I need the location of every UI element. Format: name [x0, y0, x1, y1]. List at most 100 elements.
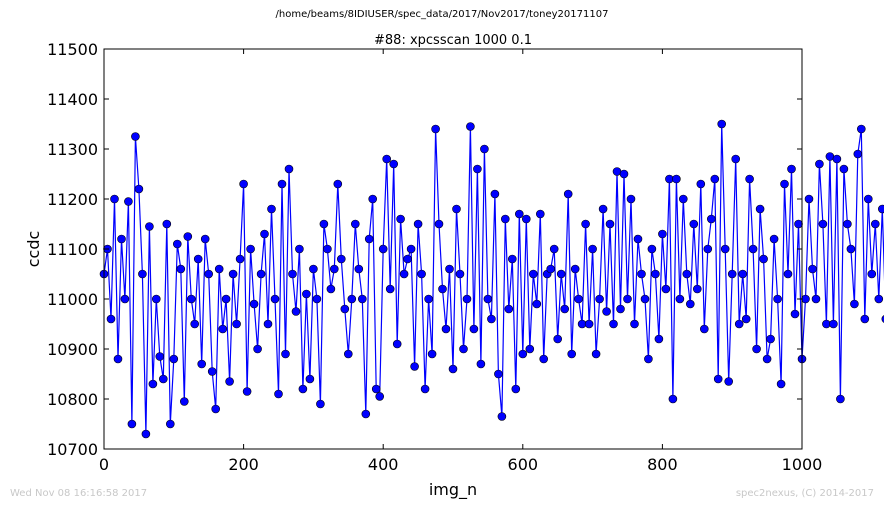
- data-point: [504, 304, 514, 314]
- data-point: [651, 269, 660, 279]
- data-point: [357, 294, 367, 304]
- data-point: [364, 234, 374, 244]
- y-tick-label: 11400: [47, 90, 98, 109]
- data-point: [455, 269, 465, 279]
- data-point: [312, 294, 322, 304]
- data-point: [762, 354, 772, 364]
- data-point: [818, 219, 828, 229]
- data-point: [846, 244, 856, 254]
- data-point: [267, 204, 276, 214]
- y-tick-label: 10900: [47, 340, 98, 359]
- data-point: [277, 179, 287, 189]
- data-point: [187, 294, 196, 304]
- data-point: [745, 174, 754, 184]
- data-point: [305, 374, 315, 384]
- data-point: [623, 294, 632, 304]
- data-point: [678, 194, 688, 204]
- data-point: [717, 119, 727, 129]
- data-point: [155, 352, 165, 361]
- data-point: [333, 179, 343, 189]
- data-point: [459, 344, 468, 354]
- data-point: [427, 349, 437, 359]
- data-point: [256, 269, 266, 279]
- data-point: [406, 244, 416, 254]
- data-point: [284, 164, 294, 174]
- data-point: [389, 159, 399, 169]
- data-point: [371, 384, 381, 394]
- data-point: [507, 254, 517, 264]
- data-point: [448, 364, 458, 374]
- data-point: [644, 354, 653, 364]
- data-point: [850, 299, 859, 309]
- footer-timestamp: Wed Nov 08 16:16:58 2017: [10, 488, 148, 499]
- data-point: [532, 299, 542, 309]
- data-point: [839, 164, 849, 174]
- y-tick-label: 10700: [47, 440, 98, 459]
- y-tick-label: 11000: [47, 290, 98, 309]
- data-point: [710, 174, 720, 184]
- x-tick-label: 200: [228, 455, 259, 474]
- data-point: [637, 269, 646, 279]
- data-point: [343, 349, 353, 359]
- x-tick-label: 400: [368, 455, 399, 474]
- y-tick-label: 11100: [47, 240, 98, 259]
- data-point: [120, 294, 130, 304]
- data-point: [773, 294, 782, 304]
- data-point: [769, 234, 779, 244]
- data-point: [110, 194, 119, 204]
- data-point: [654, 334, 664, 344]
- plot-area-frame: [103, 48, 803, 450]
- y-tick-label: 11200: [47, 190, 98, 209]
- data-point: [881, 315, 884, 323]
- data-point: [347, 294, 357, 304]
- data-point: [567, 349, 577, 359]
- data-point: [403, 254, 412, 264]
- data-point: [235, 254, 245, 264]
- data-point: [734, 319, 744, 329]
- data-point: [539, 354, 549, 364]
- data-point: [368, 194, 378, 204]
- data-point: [699, 324, 709, 334]
- data-point: [738, 269, 748, 279]
- series-layer: [99, 119, 884, 439]
- data-point: [190, 319, 199, 329]
- data-point: [713, 374, 723, 384]
- data-point: [441, 324, 451, 334]
- data-point: [766, 334, 775, 344]
- data-point: [647, 244, 657, 254]
- data-point: [263, 319, 273, 329]
- data-point: [340, 304, 350, 314]
- data-point: [354, 264, 364, 274]
- data-point: [616, 304, 625, 314]
- data-point: [535, 209, 545, 219]
- data-point: [605, 219, 615, 229]
- y-axis-label: ccdc: [24, 231, 43, 268]
- data-point: [274, 389, 283, 399]
- data-point: [553, 334, 563, 344]
- data-point: [748, 244, 758, 254]
- data-point: [602, 307, 611, 316]
- data-point: [584, 319, 594, 329]
- data-point: [350, 219, 360, 229]
- data-point: [152, 294, 161, 304]
- data-point: [598, 204, 608, 214]
- data-point: [134, 184, 144, 194]
- data-point: [385, 284, 395, 294]
- data-point: [595, 294, 604, 304]
- data-point: [197, 359, 206, 369]
- data-point: [619, 169, 629, 179]
- data-point: [452, 204, 461, 214]
- data-point: [228, 269, 238, 279]
- data-point: [242, 387, 252, 396]
- data-point: [511, 384, 521, 394]
- data-point: [162, 219, 172, 229]
- data-point: [494, 369, 503, 379]
- data-point: [148, 379, 158, 389]
- data-point: [392, 339, 402, 349]
- data-point: [399, 269, 409, 279]
- data-point: [260, 229, 269, 239]
- data-point: [382, 154, 392, 164]
- data-point: [145, 222, 154, 231]
- data-point: [870, 219, 880, 229]
